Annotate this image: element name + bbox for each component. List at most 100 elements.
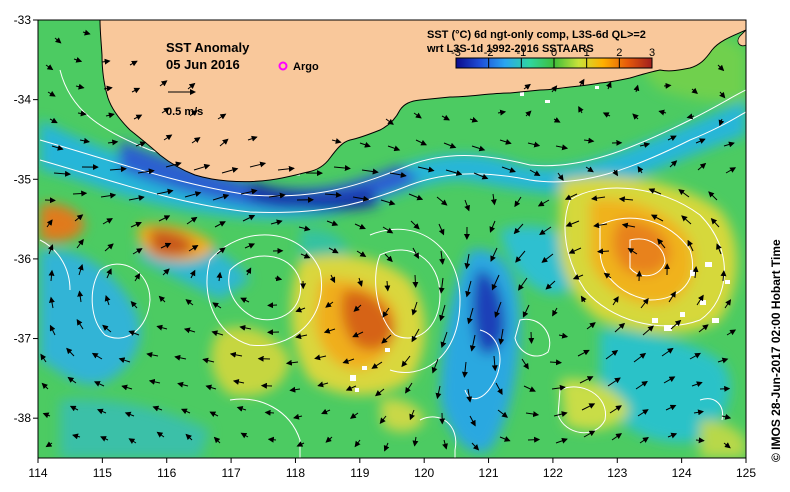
current-vector — [357, 277, 363, 287]
current-vector — [495, 382, 503, 395]
ssh-contours — [39, 69, 746, 458]
current-vector — [593, 222, 608, 229]
current-vector — [219, 138, 229, 147]
x-tick-label: 118 — [286, 466, 305, 480]
current-vector — [720, 270, 727, 282]
current-vector — [66, 347, 75, 357]
current-vector — [160, 242, 172, 249]
current-vector — [128, 195, 145, 202]
product-line-2: wrt L3S-1d 1992-2016 SSTAARS — [426, 43, 594, 55]
current-vector — [657, 238, 666, 249]
current-vector — [161, 107, 170, 114]
map-title: SST Anomaly — [166, 40, 250, 55]
current-vector — [565, 220, 580, 227]
current-vector — [614, 322, 626, 333]
current-vector — [268, 192, 286, 199]
current-vector — [642, 325, 654, 336]
current-vector — [667, 135, 677, 142]
y-tick-label: -34 — [14, 93, 32, 107]
current-vector — [467, 307, 474, 325]
current-vector — [163, 134, 173, 141]
current-vector — [209, 411, 219, 418]
colorbar-tick-label: 1 — [584, 47, 590, 59]
current-vector — [537, 199, 550, 207]
current-vector — [661, 347, 674, 357]
current-vector — [527, 141, 541, 148]
current-vector — [410, 220, 420, 230]
current-vector — [518, 277, 528, 291]
current-vector — [277, 165, 295, 172]
y-tick-label: -33 — [14, 13, 32, 27]
current-vector — [352, 195, 370, 202]
current-vector — [67, 376, 77, 384]
current-vector — [103, 85, 113, 92]
current-vector — [82, 29, 91, 36]
current-vector — [443, 142, 457, 149]
current-vector — [717, 357, 729, 364]
current-vector — [356, 250, 367, 257]
current-vector — [440, 331, 448, 349]
current-vector — [349, 412, 359, 419]
current-vector — [361, 168, 379, 175]
current-vector — [637, 166, 644, 174]
current-vector — [128, 438, 137, 444]
current-vector — [274, 275, 283, 282]
current-vector — [612, 169, 619, 177]
colorbar-tick-label: -2 — [484, 47, 494, 59]
current-vector — [193, 163, 211, 171]
current-vector — [603, 272, 612, 279]
current-vector — [473, 172, 489, 180]
x-tick-label: 119 — [350, 466, 369, 480]
current-vector — [130, 300, 138, 309]
current-vector — [236, 406, 247, 412]
current-vector — [669, 160, 678, 168]
current-vector — [100, 192, 117, 199]
current-vector — [564, 193, 578, 200]
current-vector — [221, 167, 239, 174]
current-vector — [267, 302, 278, 309]
current-vector — [264, 409, 275, 416]
current-vector — [648, 188, 662, 195]
current-vector — [162, 268, 170, 276]
y-tick-label: -36 — [14, 252, 32, 266]
current-vector — [205, 384, 217, 391]
current-vector — [633, 352, 647, 363]
colorbar-tick-label: -3 — [451, 47, 461, 59]
x-tick-label: 115 — [93, 466, 112, 480]
current-vector — [48, 296, 55, 309]
current-vector — [247, 135, 258, 142]
x-tick-label: 114 — [28, 466, 47, 480]
current-vector — [53, 170, 71, 177]
current-vector — [597, 248, 610, 255]
current-vector — [697, 162, 707, 171]
y-tick-label: -37 — [14, 332, 32, 346]
current-vector — [191, 137, 201, 144]
current-vector — [202, 357, 215, 364]
current-vector — [159, 80, 168, 87]
current-vector — [515, 250, 526, 263]
current-vector — [551, 85, 558, 93]
current-vector — [177, 381, 189, 388]
current-vectors — [40, 29, 737, 452]
current-vector — [96, 408, 107, 415]
current-vector — [579, 376, 594, 384]
cloud-gaps — [350, 86, 730, 392]
current-vector — [618, 196, 634, 203]
current-vector — [40, 353, 47, 363]
current-vector — [104, 243, 114, 252]
current-vector — [93, 381, 105, 387]
x-tick-label: 120 — [414, 466, 434, 480]
current-vector — [650, 214, 664, 222]
current-vector — [189, 269, 196, 279]
current-vector — [148, 378, 161, 385]
current-vector — [632, 113, 639, 120]
x-tick-label: 123 — [607, 466, 627, 480]
current-vector — [49, 117, 58, 124]
current-vector — [469, 334, 476, 352]
current-vector — [716, 243, 722, 255]
current-vector — [691, 87, 698, 95]
current-vector — [49, 324, 56, 336]
current-vector — [464, 199, 470, 212]
current-vector — [387, 145, 401, 152]
current-vector — [134, 272, 141, 282]
